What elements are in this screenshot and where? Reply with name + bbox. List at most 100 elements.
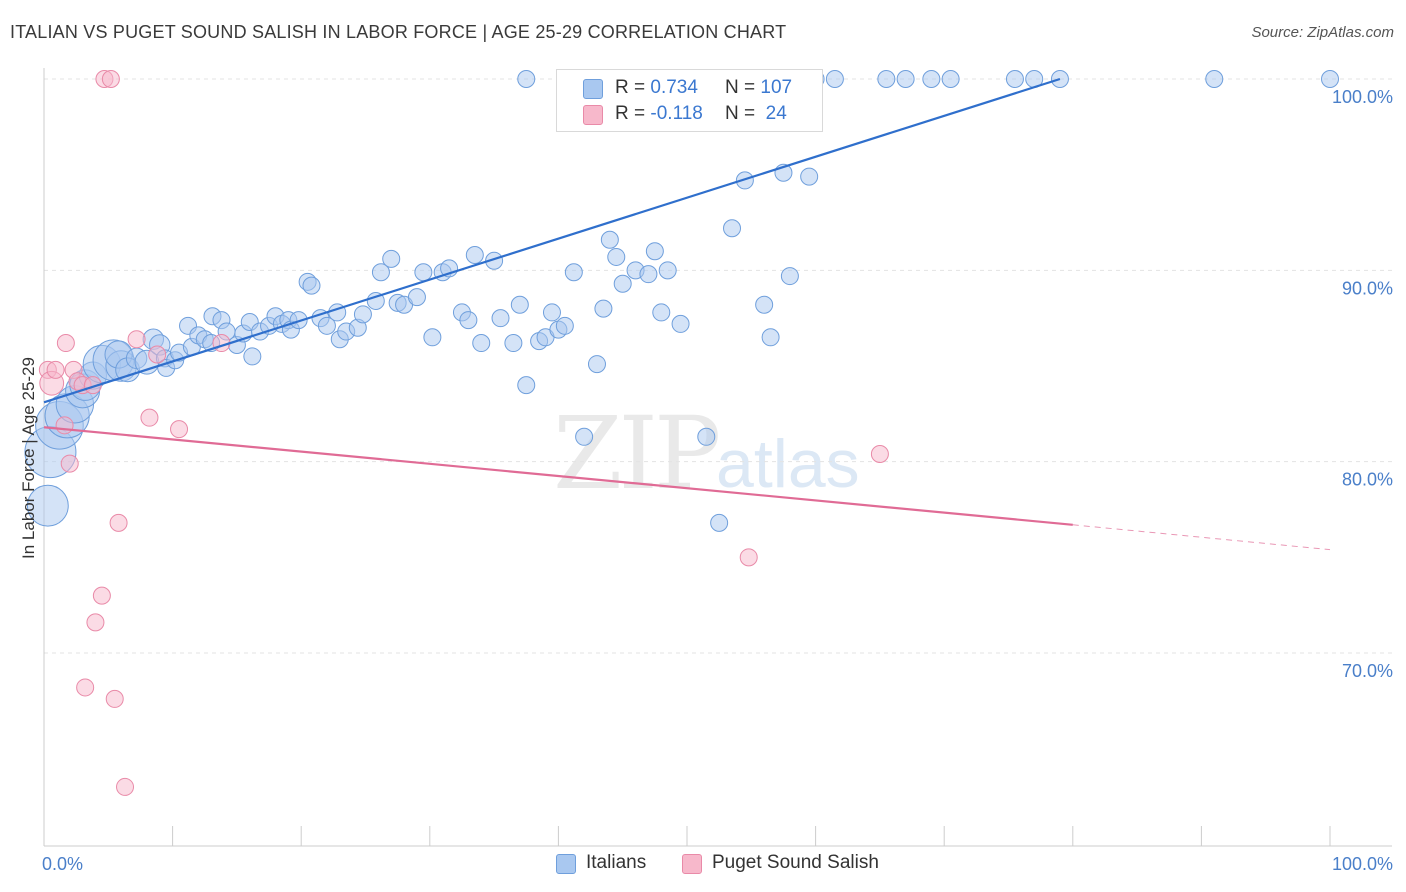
italians-point [755,295,774,314]
chart-title: ITALIAN VS PUGET SOUND SALISH IN LABOR F… [10,22,787,42]
italians-point [510,295,529,314]
salish-point [105,689,124,708]
italians-point [710,513,729,532]
series-legend: Italians Puget Sound Salish [0,852,1406,878]
italians-point [465,246,484,265]
salish-point [86,613,105,632]
italians-point [671,314,690,333]
legend-n-value: 107 [760,77,793,98]
italians-point [613,274,632,293]
italians-point [423,328,442,347]
italians-point [564,263,583,282]
italians-point [600,230,619,249]
tick-labels: 70.0% 80.0% 90.0% 100.0% 0.0% 100.0% [42,87,1393,874]
italians-point [1205,70,1224,88]
italians-legend-label: Italians [586,852,647,873]
watermark-zip: ZIP [553,395,721,512]
salish-trend-extension [1072,524,1331,551]
legend-r-value: 0.734 [650,77,698,98]
x-tick-label: 100.0% [1332,854,1393,874]
italians-point [317,316,336,335]
italians-point [382,249,401,268]
italians-point [697,427,716,446]
italians-point [407,288,426,307]
legend-r: R = -0.118 [615,103,703,124]
legend-row-italians: R = 0.734 N = 107 [557,75,822,101]
salish-point [140,408,159,427]
italians-point [877,70,896,88]
italians-point [542,303,561,322]
italians-point [243,347,262,366]
italians-point [594,299,613,318]
legend-row-salish: R = -0.118 N = 24 [557,101,822,127]
italians-point [761,328,780,347]
italians-point [26,484,69,527]
italians-points [24,70,1339,532]
italians-point [459,311,478,330]
italians-point [825,70,844,88]
italians-point [472,334,491,353]
legend-r-value: -0.118 [650,103,703,124]
italians-point [607,247,626,266]
italians-point [371,263,390,282]
salish-point [46,360,65,379]
italians-point [658,261,677,280]
italians-point [302,276,321,295]
salish-point [148,345,167,364]
legend-n: N = 24 [725,103,787,124]
source-label: Source: ZipAtlas.com [1251,24,1394,41]
italians-point [491,309,510,328]
legend-n-value: 24 [765,103,787,124]
salish-point [101,70,120,88]
salish-point [76,678,95,697]
salish-point [55,416,74,435]
salish-point [870,445,889,464]
italians-point [555,316,574,335]
watermark-atlas: atlas [716,426,860,502]
y-tick-label: 70.0% [1342,661,1393,681]
italians-point [366,291,385,310]
salish-point [60,454,79,473]
italians-point [645,242,664,261]
italians-point [575,427,594,446]
salish-point [739,548,758,567]
italians-point [652,303,671,322]
italians-legend-swatch [556,854,576,874]
salish-legend-label: Puget Sound Salish [712,852,879,873]
salish-trend-line [43,426,1073,526]
italians-point [896,70,915,88]
trend-lines [43,77,1331,551]
grid-lines [44,78,1392,654]
italians-point [517,70,536,88]
salish-point [170,420,189,439]
salish-point [127,330,146,349]
y-tick-label: 90.0% [1342,278,1393,298]
italians-point [414,263,433,282]
y-tick-label: 80.0% [1342,470,1393,490]
stats-legend: R = 0.734 N = 107 R = -0.118 N = 24 [556,69,823,132]
salish-swatch [583,105,603,125]
italians-point [780,267,799,286]
italians-point [504,334,523,353]
italians-point [353,305,372,324]
italians-point [517,376,536,395]
italians-swatch [583,79,603,99]
italians-point [639,265,658,284]
salish-points [38,70,889,796]
italians-point [723,219,742,238]
italians-point [1321,70,1339,88]
italians-point [800,167,819,186]
italians-point [941,70,960,88]
legend-r: R = 0.734 [615,77,698,98]
italians-point [922,70,941,88]
salish-point [56,334,75,353]
x-tick-label: 0.0% [42,854,83,874]
y-tick-label: 100.0% [1332,87,1393,107]
legend-n: N = 107 [725,77,793,98]
salish-point [109,513,128,532]
italians-point [289,311,308,330]
italians-point [587,355,606,374]
salish-point [116,777,135,796]
italians-trend-line [43,77,1061,404]
